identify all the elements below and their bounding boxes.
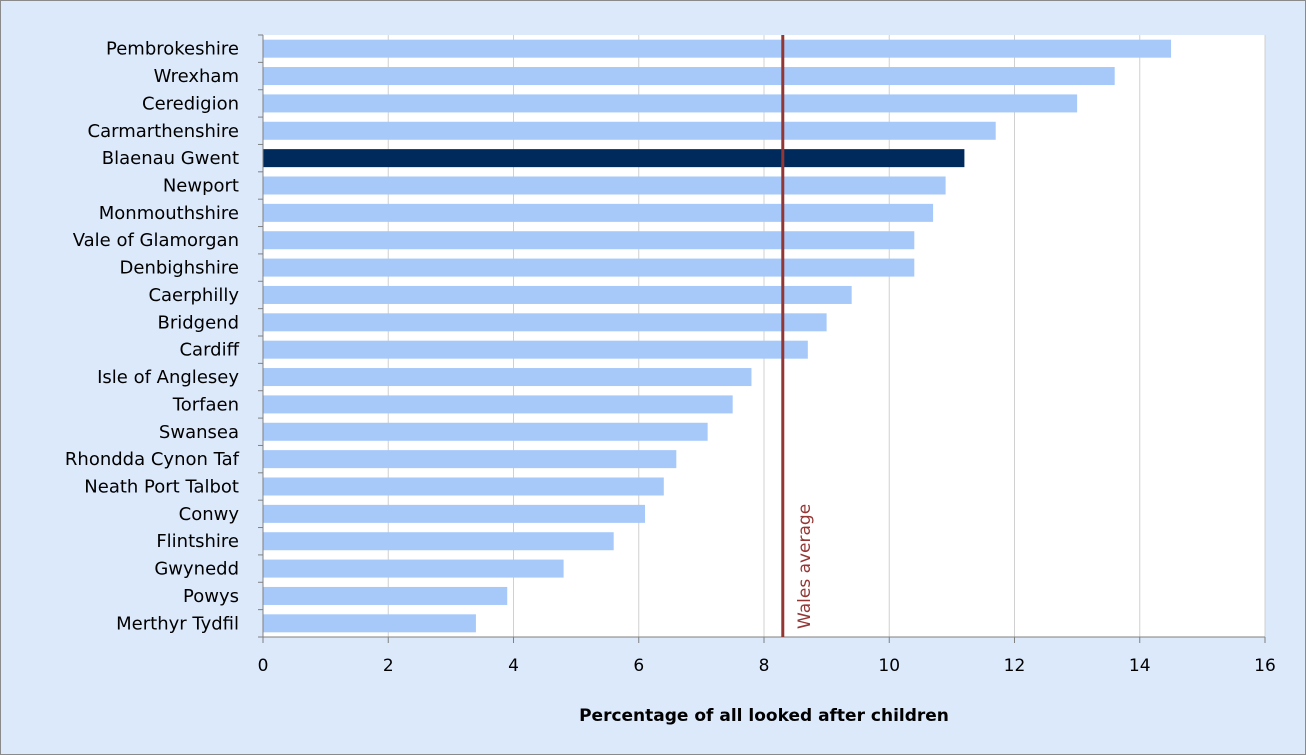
category-label: Isle of Anglesey — [97, 367, 239, 388]
bar-wrexham — [263, 67, 1115, 86]
category-label: Wrexham — [154, 66, 239, 87]
category-label: Pembrokeshire — [106, 39, 239, 60]
wales-average-label: Wales average — [795, 504, 815, 629]
category-label: Merthyr Tydfil — [116, 613, 239, 634]
bar-conwy — [263, 504, 646, 523]
bars — [263, 39, 1172, 633]
category-label: Flintshire — [156, 531, 239, 552]
bar-gwynedd — [263, 559, 564, 578]
reference-line-group: Wales average — [781, 35, 815, 637]
x-tick-label: 8 — [759, 656, 770, 676]
bar-vale-of-glamorgan — [263, 231, 915, 250]
bar-swansea — [263, 422, 708, 441]
category-label: Powys — [183, 586, 239, 607]
category-label: Vale of Glamorgan — [73, 230, 239, 251]
x-tick-label: 6 — [633, 656, 644, 676]
category-label: Neath Port Talbot — [84, 477, 239, 498]
category-label: Blaenau Gwent — [102, 148, 239, 169]
bar-isle-of-anglesey — [263, 368, 752, 387]
category-label: Caerphilly — [148, 285, 239, 306]
category-label: Carmarthenshire — [88, 121, 239, 142]
x-tick-label: 12 — [1004, 656, 1026, 676]
bar-caerphilly — [263, 285, 852, 304]
bar-neath-port-talbot — [263, 477, 664, 496]
x-tick-label: 14 — [1129, 656, 1151, 676]
x-tick-label: 4 — [508, 656, 519, 676]
bar-monmouthshire — [263, 203, 934, 222]
bar-newport — [263, 176, 946, 195]
category-label: Denbighshire — [120, 258, 239, 279]
axes: Pembrokeshire Wrexham Ceredigion Carmarthen… — [65, 34, 1276, 676]
category-label: Cardiff — [179, 340, 239, 361]
bar-powys — [263, 586, 508, 605]
bar-bridgend — [263, 313, 827, 332]
category-label: Torfaen — [172, 394, 239, 415]
bar-pembrokeshire — [263, 39, 1172, 58]
bar-ceredigion — [263, 94, 1078, 113]
category-label: Swansea — [159, 422, 239, 443]
category-label: Ceredigion — [142, 93, 239, 114]
bar-blaenau-gwent — [263, 149, 965, 168]
category-label: Bridgend — [157, 312, 239, 333]
bar-merthyr-tydfil — [263, 614, 476, 633]
category-label: Monmouthshire — [99, 203, 239, 224]
bar-denbighshire — [263, 258, 915, 277]
bar-rhondda-cynon-taf — [263, 450, 677, 469]
bar-torfaen — [263, 395, 733, 414]
x-tick-label: 2 — [383, 656, 394, 676]
x-tick-label: 16 — [1254, 656, 1276, 676]
x-tick-label: 10 — [878, 656, 900, 676]
category-label: Newport — [163, 176, 239, 197]
bar-flintshire — [263, 532, 614, 551]
category-label: Gwynedd — [154, 559, 239, 580]
category-label: Rhondda Cynon Taf — [65, 449, 240, 470]
x-tick-label: 0 — [258, 656, 269, 676]
bar-carmarthenshire — [263, 121, 996, 140]
x-axis-title: Percentage of all looked after children — [579, 706, 949, 726]
bar-cardiff — [263, 340, 808, 359]
category-label: Conwy — [179, 504, 240, 525]
